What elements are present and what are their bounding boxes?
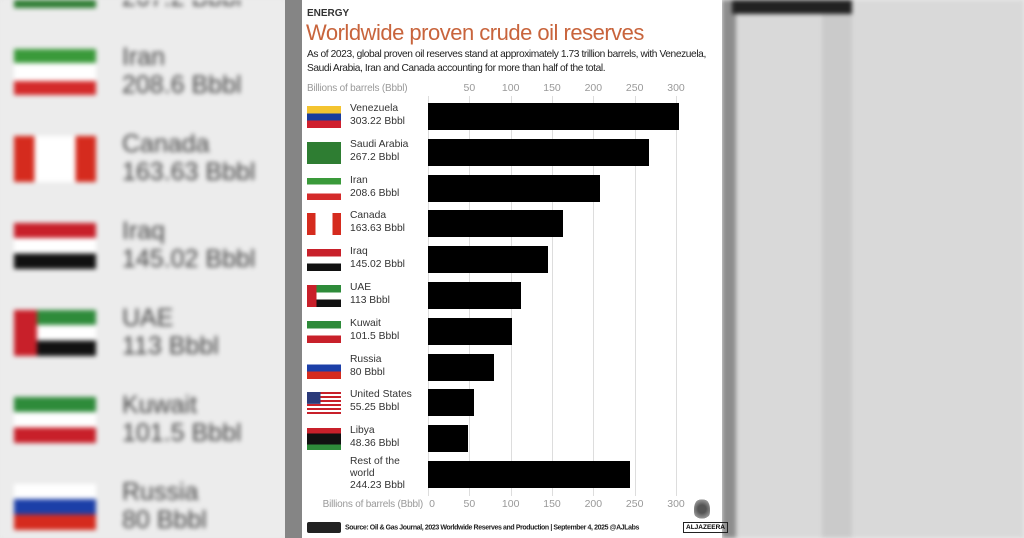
blurred-flag-saudi-icon — [14, 0, 96, 8]
bar-row: Rest of the world 244.23 Bbbl — [302, 456, 722, 493]
blurred-label: Canada 163.63 Bbbl — [122, 130, 256, 186]
bar-iran — [428, 174, 601, 202]
flag-usa-icon — [307, 392, 341, 415]
country-label: Libya — [350, 425, 375, 437]
blurred-flag-iraq-icon — [14, 223, 96, 269]
country-label: Iraq — [350, 246, 368, 258]
value-label: 145.02 Bbbl — [350, 259, 405, 271]
blurred-flag-kuwait-icon — [14, 397, 96, 443]
flag-iraq-icon — [307, 249, 341, 272]
panel-border — [285, 0, 302, 538]
x-tick-bottom: 150 — [543, 498, 561, 510]
bar-rest-of-the-world — [428, 461, 630, 488]
footer-source: Source: Oil & Gas Journal, 2023 Worldwid… — [307, 522, 639, 533]
flag-kuwait-icon — [307, 320, 341, 343]
chart-title: Worldwide proven crude oil reserves — [306, 20, 644, 45]
flag-iran-icon — [307, 177, 341, 200]
country-label: Canada — [350, 210, 387, 222]
bar-row: Canada 163.63 Bbbl — [302, 208, 722, 242]
blurred-label: Iran 208.6 Bbbl — [122, 43, 242, 99]
value-label: 48.36 Bbbl — [350, 438, 400, 450]
blurred-flag-iran-icon — [14, 49, 96, 95]
chart-subtitle: As of 2023, global proven oil reserves s… — [307, 49, 706, 74]
bar-venezuela — [428, 103, 679, 130]
bar-row: Saudi Arabia 267.2 Bbbl — [302, 137, 722, 171]
country-label: United States — [350, 389, 412, 401]
blurred-label: Kuwait 101.5 Bbbl — [122, 391, 242, 447]
flag-russia-icon — [307, 356, 341, 379]
value-label: 267.2 Bbbl — [350, 151, 400, 163]
country-label: Saudi Arabia — [350, 138, 409, 150]
gridline — [676, 96, 677, 496]
x-axis-label-bottom: Billions of barrels (Bbbl) — [322, 499, 424, 510]
x-tick-top: 250 — [625, 82, 644, 94]
bar-row: United States 55.25 Bbbl — [302, 387, 722, 421]
bar-row: UAE 113 Bbbl — [302, 280, 722, 314]
x-tick-top: 200 — [584, 82, 603, 94]
bar-row: Libya 48.36 Bbbl — [302, 423, 722, 457]
blurred-label: Iraq 145.02 Bbbl — [122, 217, 256, 273]
bar-united-states — [428, 389, 474, 417]
bar-libya — [428, 425, 468, 453]
country-label: Iran — [350, 174, 368, 186]
value-label: 101.5 Bbbl — [350, 330, 400, 342]
x-tick-top: 50 — [463, 82, 476, 94]
value-label: 208.6 Bbbl — [350, 187, 400, 199]
country-label: Russia — [350, 353, 382, 365]
value-label: 244.23 Bbbl — [350, 480, 405, 491]
x-tick-top: 100 — [501, 82, 520, 94]
bar-row: Iraq 145.02 Bbbl — [302, 244, 722, 278]
blurred-flag-canada-icon — [14, 136, 96, 182]
x-tick-bottom: 50 — [463, 498, 476, 510]
gridline — [593, 96, 595, 496]
x-axis-label-top: Billions of barrels (Bbbl) — [307, 83, 408, 94]
x-tick-bottom: 200 — [584, 498, 603, 510]
bar-row: Russia 80 Bbbl — [302, 352, 722, 386]
flag-canada-icon — [307, 213, 341, 236]
bar-uae — [428, 282, 522, 309]
x-tick-bottom: 300 — [667, 498, 685, 510]
flag-uae-icon — [307, 285, 341, 307]
x-tick-top: 150 — [543, 82, 561, 94]
country-label: UAE — [350, 282, 372, 293]
bar-canada — [428, 210, 564, 238]
x-tick-bottom: 0 — [429, 498, 435, 510]
value-label: 163.63 Bbbl — [350, 223, 405, 235]
creative-commons-icon — [307, 522, 341, 533]
blurred-label: UAE 113 Bbbl — [122, 304, 219, 360]
kicker: ENERGY — [307, 8, 350, 19]
aljazeera-logo: ALJAZEERA — [683, 522, 729, 533]
value-label: 113 Bbbl — [350, 295, 390, 306]
value-label: 80 Bbbl — [350, 366, 385, 378]
flag-venezuela-icon — [307, 106, 341, 128]
blurred-background-right — [722, 0, 1024, 538]
value-label: 303.22 Bbbl — [350, 116, 405, 127]
gridline — [634, 96, 636, 496]
aljazeera-emblem-icon — [694, 498, 710, 520]
infographic-panel: ENERGY Worldwide proven crude oil reserv… — [302, 0, 729, 538]
blurred-flag-russia-icon — [14, 484, 96, 530]
bar-iraq — [428, 246, 548, 274]
x-tick-top: 300 — [667, 82, 685, 94]
country-label: Rest of the world — [350, 456, 400, 479]
x-tick-bottom: 100 — [501, 498, 520, 510]
bar-row: Kuwait 101.5 Bbbl — [302, 316, 722, 350]
blurred-label: Russia 80 Bbbl — [122, 478, 207, 534]
country-label: Kuwait — [350, 317, 381, 329]
country-label: Venezuela — [350, 103, 399, 114]
flag-saudi-icon — [307, 141, 341, 164]
value-label: 55.25 Bbbl — [350, 402, 400, 414]
x-tick-bottom: 250 — [625, 498, 644, 510]
bar-saudi-arabia — [428, 138, 649, 166]
gridline — [552, 96, 553, 496]
bar-row: Iran 208.6 Bbbl — [302, 173, 722, 207]
blurred-flag-uae-icon — [14, 310, 96, 356]
bar-kuwait — [428, 317, 512, 345]
bar-row: Venezuela 303.22 Bbbl — [302, 101, 722, 135]
flag-libya-icon — [307, 428, 341, 451]
bar-russia — [428, 353, 495, 381]
